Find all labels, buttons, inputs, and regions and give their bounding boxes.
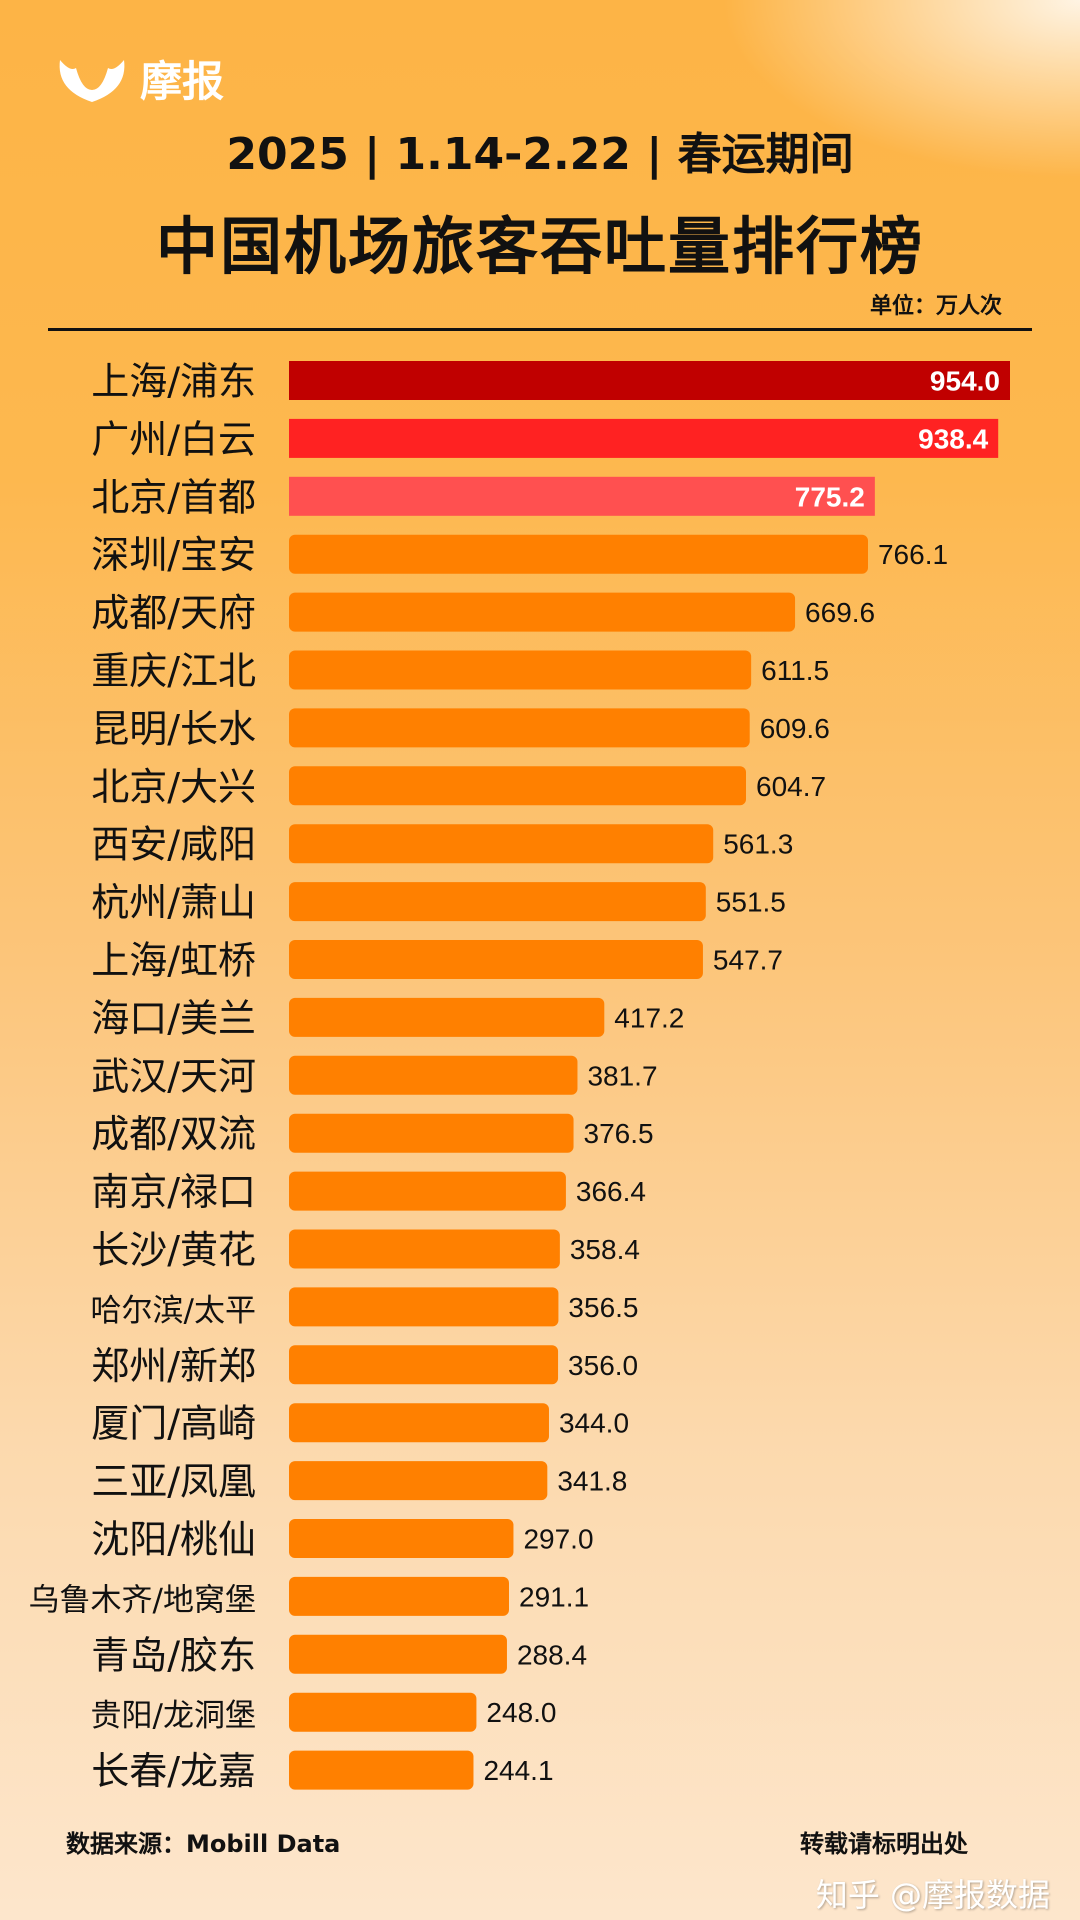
category-label: 西安/咸阳 — [91, 823, 256, 867]
category-label: 重庆/江北 — [91, 649, 256, 693]
bar — [289, 1229, 560, 1269]
value-label: 954.0 — [930, 366, 1000, 397]
category-label: 上海/浦东 — [91, 360, 256, 404]
bar — [289, 1345, 559, 1385]
category-label: 长春/龙嘉 — [91, 1749, 256, 1793]
category-label: 郑州/新郑 — [91, 1344, 256, 1388]
category-label: 海口/美兰 — [91, 996, 256, 1040]
bar — [289, 534, 868, 574]
value-label: 611.5 — [761, 655, 829, 686]
bar — [289, 592, 796, 632]
bar — [289, 361, 1010, 400]
chart-title: 中国机场旅客吞吐量排行榜 — [155, 210, 924, 283]
bar — [289, 766, 747, 806]
chart-subtitle: 2025 | 1.14-2.22 | 春运期间 — [226, 129, 854, 180]
header-divider — [48, 328, 1032, 331]
bar — [289, 1171, 566, 1211]
value-label: 366.4 — [576, 1176, 646, 1207]
category-label: 广州/白云 — [91, 417, 256, 461]
value-label: 344.0 — [559, 1408, 629, 1439]
bar — [289, 1519, 514, 1558]
logo-text: 摩报 — [140, 57, 225, 106]
category-label: 贵阳/龙洞堡 — [91, 1698, 256, 1734]
value-label: 938.4 — [918, 423, 988, 454]
value-label: 669.6 — [805, 597, 875, 628]
value-label: 341.8 — [557, 1466, 627, 1497]
bar — [289, 1403, 549, 1443]
category-label: 哈尔滨/太平 — [91, 1293, 256, 1329]
value-label: 288.4 — [517, 1639, 587, 1670]
category-label: 深圳/宝安 — [91, 533, 256, 577]
bar — [289, 882, 706, 922]
value-label: 248.0 — [486, 1697, 556, 1728]
bar — [289, 1287, 559, 1327]
value-label: 376.5 — [584, 1118, 654, 1149]
value-label: 381.7 — [587, 1060, 657, 1091]
category-label: 长沙/黄花 — [91, 1228, 256, 1272]
category-label: 乌鲁木齐/地窝堡 — [29, 1582, 256, 1618]
value-label: 547.7 — [713, 945, 783, 976]
category-label: 成都/天府 — [91, 591, 256, 635]
bar — [289, 1055, 578, 1095]
category-label: 成都/双流 — [91, 1112, 256, 1156]
bar — [289, 708, 750, 748]
bar — [289, 940, 703, 979]
bar — [289, 1750, 474, 1790]
category-label: 沈阳/桃仙 — [91, 1518, 256, 1562]
watermark: 知乎 @摩报数据 — [815, 1876, 1050, 1914]
bar — [289, 1692, 477, 1732]
brand-logo: 摩报 — [52, 48, 224, 109]
category-label: 北京/大兴 — [91, 765, 256, 809]
repost-note: 转载请标明出处 — [800, 1830, 968, 1858]
bar — [289, 1576, 510, 1616]
value-label: 356.0 — [568, 1350, 638, 1381]
category-label: 北京/首都 — [91, 475, 256, 519]
value-label: 561.3 — [723, 829, 793, 860]
data-source: 数据来源：Mobill Data — [66, 1830, 341, 1858]
category-label: 南京/禄口 — [91, 1170, 256, 1214]
category-label: 青岛/胶东 — [91, 1633, 256, 1677]
bar — [289, 1113, 574, 1153]
unit-label: 单位：万人次 — [869, 294, 1002, 319]
logo-icon — [59, 59, 125, 102]
bar — [289, 1634, 507, 1674]
bar — [289, 650, 752, 690]
value-label: 358.4 — [570, 1234, 640, 1265]
value-label: 551.5 — [716, 887, 786, 918]
category-label: 厦门/高崎 — [91, 1402, 256, 1446]
category-label: 杭州/萧山 — [91, 881, 256, 925]
bar — [289, 997, 605, 1037]
value-label: 775.2 — [795, 481, 865, 512]
bar — [289, 1461, 548, 1501]
value-label: 417.2 — [614, 1002, 684, 1033]
bar — [289, 476, 875, 516]
category-label: 三亚/凤凰 — [91, 1460, 256, 1504]
bar — [289, 824, 714, 864]
value-label: 291.1 — [519, 1581, 589, 1612]
value-label: 297.0 — [523, 1524, 593, 1555]
category-label: 武汉/天河 — [91, 1054, 256, 1098]
value-label: 244.1 — [483, 1755, 553, 1786]
category-label: 昆明/长水 — [91, 707, 256, 751]
value-label: 356.5 — [568, 1292, 638, 1323]
value-label: 604.7 — [756, 771, 826, 802]
bar — [289, 418, 999, 458]
category-label: 上海/虹桥 — [91, 939, 256, 983]
value-label: 609.6 — [760, 713, 830, 744]
value-label: 766.1 — [878, 539, 948, 570]
